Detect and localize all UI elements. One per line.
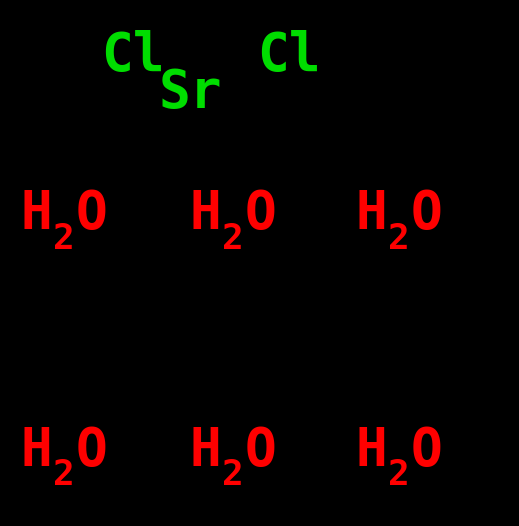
Text: H: H — [356, 424, 387, 477]
Text: O: O — [76, 188, 107, 240]
Text: H: H — [189, 424, 221, 477]
Text: H: H — [356, 188, 387, 240]
Text: Sr: Sr — [158, 67, 222, 119]
Text: 2: 2 — [388, 222, 410, 256]
Text: H: H — [21, 188, 52, 240]
Text: H: H — [21, 424, 52, 477]
Text: 2: 2 — [222, 459, 244, 492]
Text: 2: 2 — [53, 459, 75, 492]
Text: O: O — [244, 424, 276, 477]
Text: 2: 2 — [222, 222, 244, 256]
Text: 2: 2 — [53, 222, 75, 256]
Text: Cl: Cl — [101, 30, 165, 82]
Text: Cl: Cl — [257, 30, 320, 82]
Text: O: O — [76, 424, 107, 477]
Text: O: O — [411, 188, 442, 240]
Text: O: O — [411, 424, 442, 477]
Text: O: O — [244, 188, 276, 240]
Text: 2: 2 — [388, 459, 410, 492]
Text: H: H — [189, 188, 221, 240]
